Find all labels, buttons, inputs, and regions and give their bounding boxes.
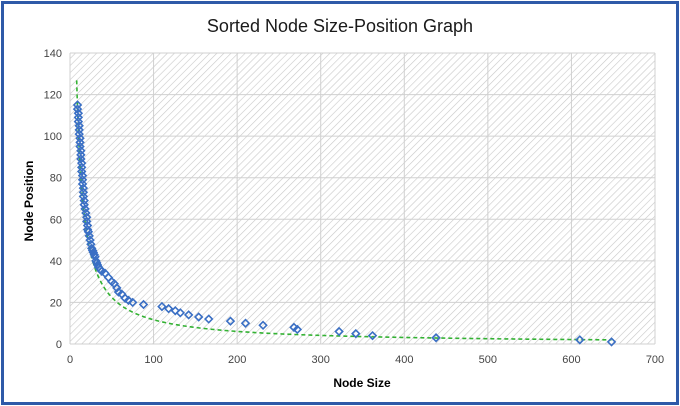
data-point: [75, 141, 85, 152]
data-point: [87, 245, 98, 256]
data-point: [127, 297, 138, 308]
data-point: [78, 187, 89, 197]
data-point: [240, 318, 251, 328]
data-point: [74, 129, 84, 139]
tick-labels: 0 100 200 300 400 500 600 700 0 20 40 60 80 100 120 140: [44, 48, 665, 366]
y-tick-label: 40: [50, 256, 62, 268]
y-axis-label: Node Position: [22, 161, 36, 242]
data-point: [351, 328, 361, 339]
data-point: [138, 299, 149, 310]
data-point: [81, 216, 92, 227]
y-tick-label: 140: [44, 48, 62, 60]
data-point: [606, 337, 617, 347]
gridlines: [69, 52, 656, 345]
data-point: [77, 179, 88, 189]
data-point: [183, 310, 194, 320]
x-tick-label: 100: [144, 354, 162, 366]
data-point: [431, 333, 441, 343]
data-point: [76, 154, 86, 164]
x-axis-label: Node Size: [333, 376, 391, 390]
y-tick-label: 80: [50, 173, 62, 185]
y-tick-label: 100: [44, 131, 62, 143]
data-point: [72, 104, 83, 114]
chart-svg: Sorted Node Size-Position Graph 0 100 200 3…: [22, 16, 665, 390]
y-tick-label: 20: [50, 297, 62, 309]
data-point: [85, 235, 95, 245]
data-point: [334, 326, 344, 337]
data-point: [77, 175, 88, 185]
data-point: [86, 243, 97, 254]
data-points: [72, 100, 617, 347]
data-point: [112, 283, 122, 293]
data-point: [203, 314, 214, 324]
data-point: [74, 125, 84, 135]
data-point: [80, 204, 90, 214]
data-point: [88, 247, 99, 258]
x-tick-label: 700: [646, 354, 664, 366]
y-tick-label: 120: [44, 90, 62, 102]
y-tick-label: 60: [50, 214, 62, 226]
x-tick-label: 600: [562, 354, 580, 366]
data-point: [123, 295, 134, 306]
y-tick-label: 0: [56, 339, 62, 351]
data-point: [81, 208, 91, 218]
data-point: [292, 324, 303, 335]
data-point: [75, 137, 85, 148]
data-point: [91, 256, 101, 266]
trendline: [75, 80, 612, 341]
data-point: [258, 320, 268, 331]
data-point: [84, 231, 94, 241]
x-tick-label: 300: [312, 354, 330, 366]
x-tick-label: 200: [228, 354, 246, 366]
data-point: [79, 200, 89, 210]
data-point: [72, 100, 83, 110]
data-point: [575, 335, 585, 345]
data-point: [83, 227, 94, 237]
plot-area: [70, 53, 655, 344]
data-point: [76, 166, 87, 177]
data-point: [73, 116, 84, 127]
data-point: [78, 191, 89, 202]
data-point: [225, 316, 236, 326]
x-tick-label: 0: [67, 354, 73, 366]
data-point: [92, 258, 102, 268]
x-tick-label: 400: [395, 354, 413, 366]
data-point: [157, 301, 167, 312]
data-point: [76, 150, 86, 160]
data-point: [193, 312, 204, 322]
data-point: [170, 306, 181, 316]
data-point: [76, 162, 87, 173]
data-point: [175, 308, 186, 318]
x-tick-label: 500: [479, 354, 497, 366]
data-point: [73, 112, 84, 123]
data-point: [81, 212, 92, 222]
data-point: [367, 330, 378, 341]
chart-title: Sorted Node Size-Position Graph: [207, 16, 473, 36]
data-point: [79, 195, 89, 206]
data-point: [163, 303, 174, 314]
